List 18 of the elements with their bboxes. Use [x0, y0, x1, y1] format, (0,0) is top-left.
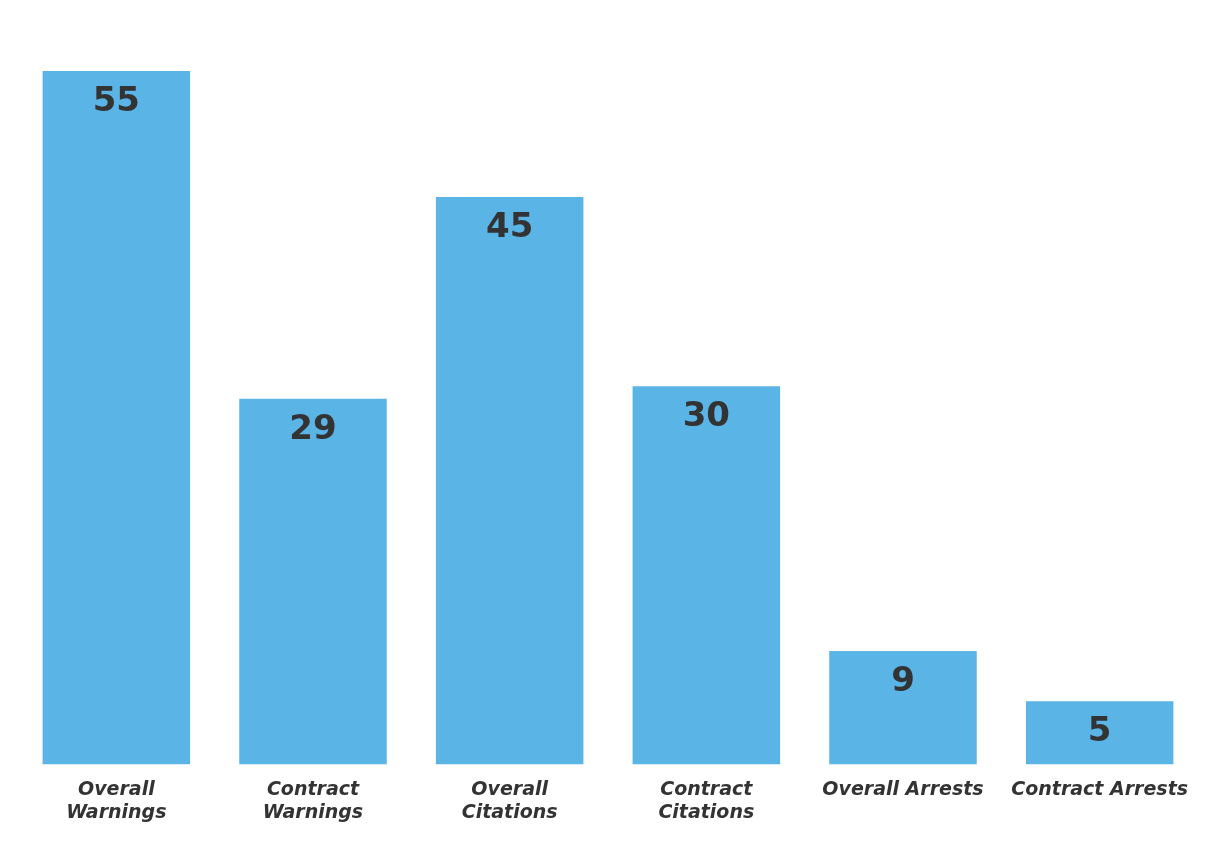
x-tick-label: Contract Arrests	[1011, 776, 1189, 799]
bar	[829, 650, 977, 765]
bar	[42, 71, 191, 765]
data-label: 55	[92, 78, 140, 119]
x-tick-label: Overall Warnings	[66, 776, 167, 822]
bar	[1025, 701, 1174, 765]
data-label: 30	[682, 394, 730, 435]
x-tick-label: Contract Warnings	[262, 776, 364, 822]
data-label: 5	[1087, 709, 1112, 750]
bar	[435, 197, 584, 765]
bar	[632, 386, 781, 765]
data-label: 9	[891, 658, 915, 699]
data-label: 29	[289, 406, 337, 447]
bar	[239, 398, 387, 765]
x-tick-label: Overall Citations	[461, 776, 558, 822]
data-label: 45	[486, 204, 534, 245]
x-tick-label: Overall Arrests	[822, 776, 984, 799]
x-tick-label: Contract Citations	[658, 776, 755, 822]
